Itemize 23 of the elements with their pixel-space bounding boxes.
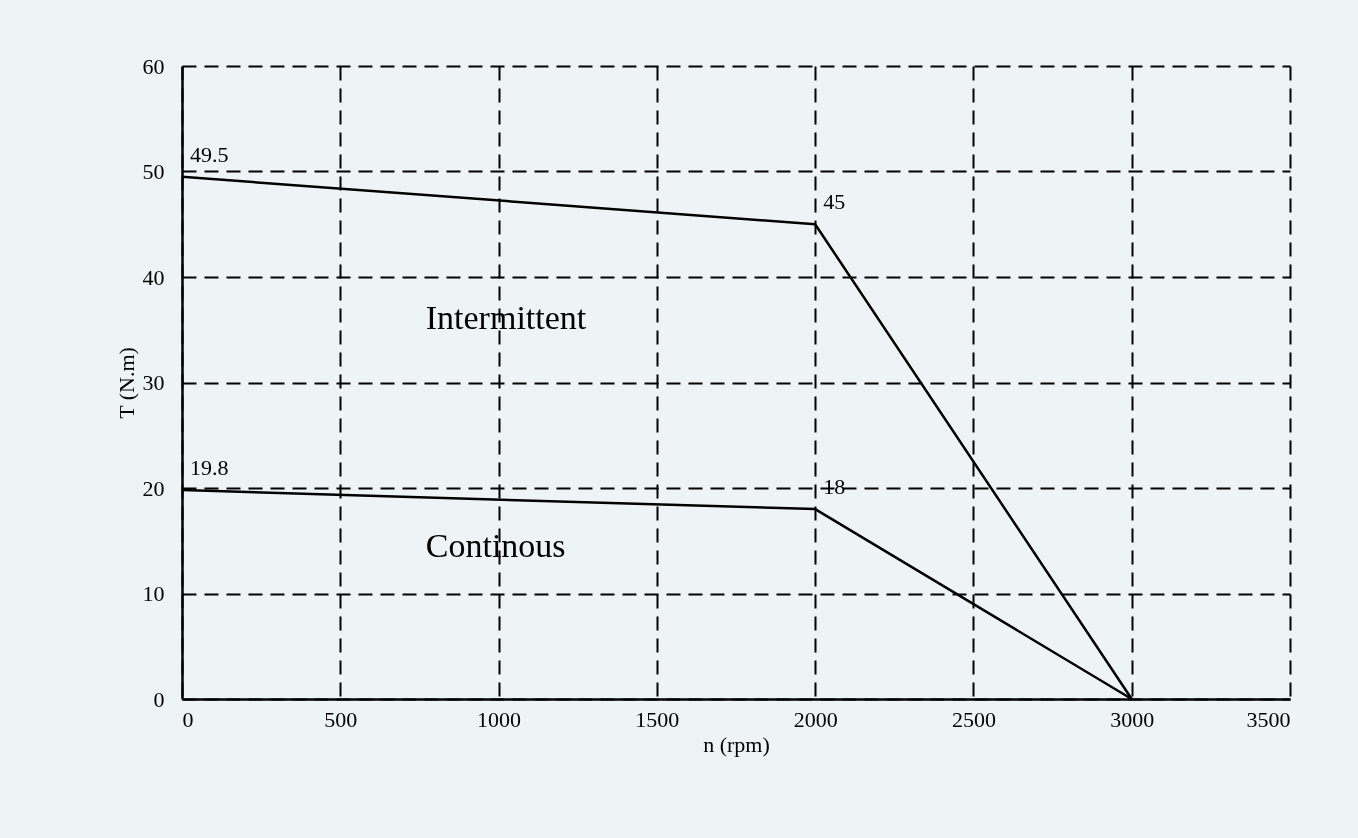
- data-label: 49.5: [190, 141, 229, 167]
- x-tick-label: 3000: [1110, 706, 1155, 732]
- y-tick-label: 40: [142, 264, 165, 290]
- text: Intermittent: [425, 299, 587, 337]
- y-tick-label: 30: [142, 370, 165, 395]
- y-tick-label: 0: [153, 686, 165, 712]
- data-label: 19.8: [190, 455, 229, 481]
- x-tick-label: 1000: [477, 706, 522, 732]
- x-tick-label: 0: [182, 706, 194, 732]
- series-label: Continous: [425, 527, 566, 565]
- x-tick-label: 500: [324, 706, 358, 732]
- data-label: 18: [823, 474, 846, 500]
- y-tick-label: 20: [142, 475, 165, 501]
- x-tick-label: 2000: [793, 706, 838, 732]
- x-tick-label: 3500: [1246, 706, 1291, 732]
- y-tick-label: 50: [142, 159, 165, 184]
- y-tick-label: 10: [142, 581, 165, 606]
- x-axis-title: n (rpm): [703, 731, 770, 757]
- x-tick-label: 2500: [951, 706, 996, 732]
- x-tick-label: 1500: [635, 706, 680, 732]
- y-axis-title: T (N.m): [113, 347, 139, 419]
- y-tick-label: 60: [142, 53, 165, 79]
- data-label: 45: [823, 189, 846, 215]
